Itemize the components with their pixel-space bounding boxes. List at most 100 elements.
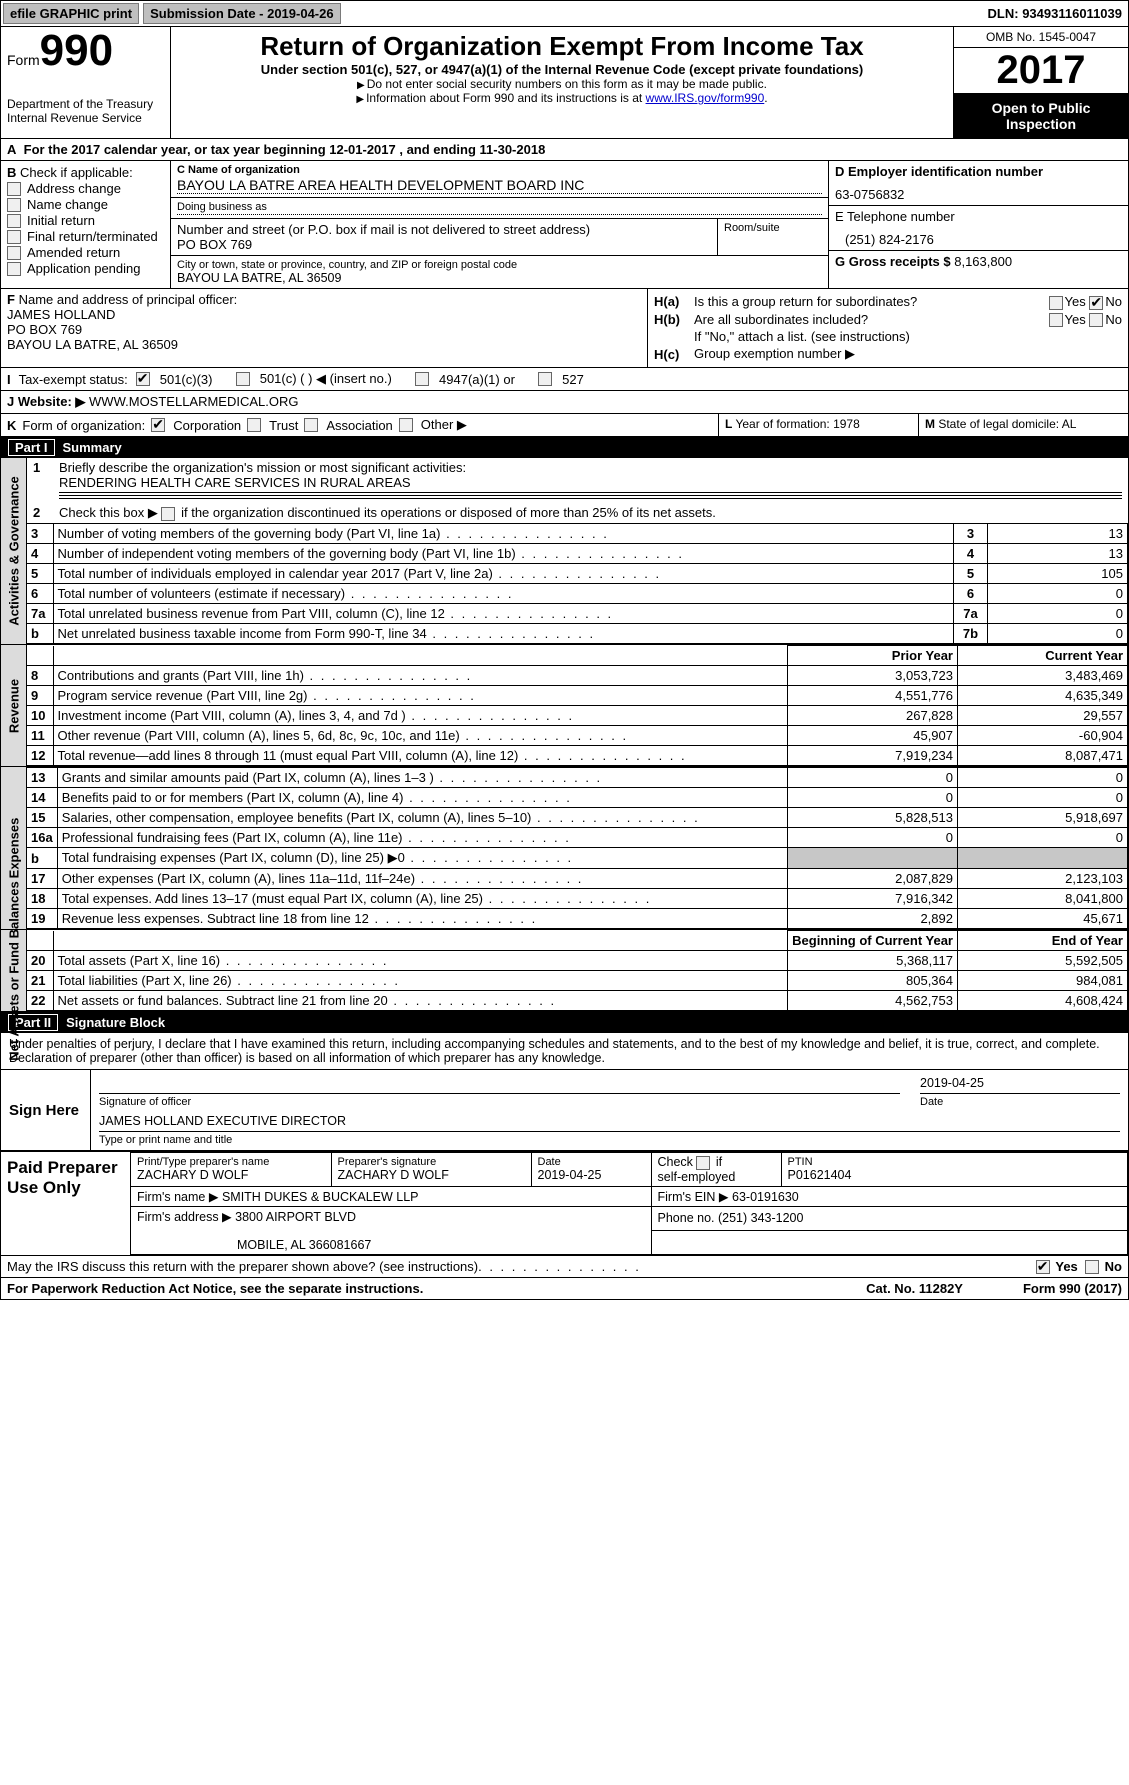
cb-label: Name change bbox=[27, 197, 108, 212]
prep-date-label: Date bbox=[538, 1156, 645, 1168]
checkbox-final-return-terminated[interactable] bbox=[7, 230, 21, 244]
city-value: BAYOU LA BATRE, AL 36509 bbox=[177, 271, 822, 285]
governance-table: 3Number of voting members of the governi… bbox=[27, 523, 1128, 644]
cb-label: Final return/terminated bbox=[27, 229, 158, 244]
q2-text: Check this box ▶ if the organization dis… bbox=[59, 505, 1122, 521]
hb-yes-checkbox[interactable] bbox=[1049, 313, 1063, 327]
self-employed-checkbox[interactable] bbox=[696, 1156, 710, 1170]
street-label: Number and street (or P.O. box if mail i… bbox=[177, 222, 711, 237]
corp-checkbox[interactable] bbox=[151, 418, 165, 432]
m-label: M bbox=[925, 417, 935, 431]
form-subtitle-2b: Information about Form 990 and its instr… bbox=[366, 91, 645, 105]
omb-number: OMB No. 1545-0047 bbox=[954, 27, 1128, 48]
trust-checkbox[interactable] bbox=[247, 418, 261, 432]
hb-no-checkbox[interactable] bbox=[1089, 313, 1103, 327]
block-fgh: F Name and address of principal officer:… bbox=[0, 289, 1129, 368]
no-label-2: No bbox=[1105, 312, 1122, 327]
ein-value: 63-0756832 bbox=[835, 187, 1122, 202]
street-value: PO BOX 769 bbox=[177, 237, 711, 252]
ha-no-checkbox[interactable] bbox=[1089, 296, 1103, 310]
phone-value: (251) 824-2176 bbox=[835, 232, 1122, 247]
self-employed-cell: Check ifself-employed bbox=[651, 1153, 781, 1187]
other-checkbox[interactable] bbox=[399, 418, 413, 432]
prep-sig: ZACHARY D WOLF bbox=[338, 1168, 449, 1182]
sig-intro: Under penalties of perjury, I declare th… bbox=[1, 1033, 1128, 1070]
section-h: H(a) Is this a group return for subordin… bbox=[648, 289, 1128, 367]
ptin-label: PTIN bbox=[788, 1156, 1122, 1168]
netassets-table: Beginning of Current YearEnd of Year20To… bbox=[27, 930, 1128, 1011]
preparer-block: Paid Preparer Use Only Print/Type prepar… bbox=[0, 1152, 1129, 1256]
opt-501c: 501(c) ( ) ◀ (insert no.) bbox=[260, 371, 392, 387]
firm-name-label: Firm's name ▶ bbox=[137, 1190, 218, 1204]
prep-sig-label: Preparer's signature bbox=[338, 1156, 525, 1168]
hc-label: H(c) bbox=[654, 347, 694, 362]
501c3-checkbox[interactable] bbox=[136, 372, 150, 386]
ein-label: D Employer identification number bbox=[835, 164, 1043, 179]
opt-corp: Corporation bbox=[173, 418, 241, 433]
side-revenue: Revenue bbox=[1, 645, 27, 766]
top-bar: efile GRAPHIC print Submission Date - 20… bbox=[0, 0, 1129, 27]
527-checkbox[interactable] bbox=[538, 372, 552, 386]
no-label: No bbox=[1105, 294, 1122, 309]
4947-checkbox[interactable] bbox=[415, 372, 429, 386]
city-label: City or town, state or province, country… bbox=[177, 259, 822, 271]
i-text: Tax-exempt status: bbox=[19, 372, 128, 387]
form-header: Form990 Department of the Treasury Inter… bbox=[0, 27, 1129, 139]
yes-label: Yes bbox=[1065, 294, 1086, 309]
yes-label-3: Yes bbox=[1055, 1259, 1077, 1274]
section-d: D Employer identification number 63-0756… bbox=[828, 161, 1128, 288]
section-governance: Activities & Governance 1 Briefly descri… bbox=[0, 458, 1129, 645]
row-a-label: A bbox=[7, 142, 16, 157]
gross-label: G Gross receipts $ bbox=[835, 254, 954, 269]
section-f: F Name and address of principal officer:… bbox=[1, 289, 648, 367]
hc-text: Group exemption number ▶ bbox=[694, 346, 1122, 362]
part-1-title: Summary bbox=[63, 440, 122, 455]
gross-value: 8,163,800 bbox=[954, 254, 1012, 269]
open-to-public: Open to PublicInspection bbox=[954, 94, 1128, 138]
opt-4947: 4947(a)(1) or bbox=[439, 372, 515, 387]
part-2-header: Part II Signature Block bbox=[0, 1012, 1129, 1033]
irs-link[interactable]: www.IRS.gov/form990 bbox=[646, 91, 765, 105]
paperwork-row: For Paperwork Reduction Act Notice, see … bbox=[0, 1278, 1129, 1300]
f-intro: Name and address of principal officer: bbox=[19, 292, 238, 307]
checkbox-address-change[interactable] bbox=[7, 182, 21, 196]
discuss-no-checkbox[interactable] bbox=[1085, 1260, 1099, 1274]
q2-checkbox[interactable] bbox=[161, 507, 175, 521]
opt-527: 527 bbox=[562, 372, 584, 387]
assoc-checkbox[interactable] bbox=[304, 418, 318, 432]
c-name-label: C Name of organization bbox=[177, 164, 300, 176]
hb-text: Are all subordinates included? bbox=[694, 312, 1049, 327]
firm-ein: 63-0191630 bbox=[732, 1190, 799, 1204]
l-text: Year of formation: 1978 bbox=[735, 417, 859, 431]
revenue-table: Prior YearCurrent Year8Contributions and… bbox=[27, 645, 1128, 766]
ptin-value: P01621404 bbox=[788, 1168, 852, 1182]
side-governance: Activities & Governance bbox=[1, 458, 27, 644]
part-2-title: Signature Block bbox=[66, 1015, 165, 1030]
sign-here-label: Sign Here bbox=[1, 1070, 91, 1150]
discuss-row: May the IRS discuss this return with the… bbox=[0, 1256, 1129, 1279]
ha-yes-checkbox[interactable] bbox=[1049, 296, 1063, 310]
sig-label: Signature of officer bbox=[99, 1096, 900, 1108]
501c-checkbox[interactable] bbox=[236, 372, 250, 386]
row-i: I Tax-exempt status: 501(c)(3) 501(c) ( … bbox=[0, 368, 1129, 391]
checkbox-application-pending[interactable] bbox=[7, 262, 21, 276]
checkbox-initial-return[interactable] bbox=[7, 214, 21, 228]
no-label-3: No bbox=[1105, 1259, 1122, 1274]
officer-signature[interactable] bbox=[99, 1076, 900, 1094]
prep-date: 2019-04-25 bbox=[538, 1168, 602, 1182]
checkbox-amended-return[interactable] bbox=[7, 246, 21, 260]
discuss-yes-checkbox[interactable] bbox=[1036, 1260, 1050, 1274]
header-right: OMB No. 1545-0047 2017 Open to PublicIns… bbox=[953, 27, 1128, 138]
row-j: J Website: ▶ WWW.MOSTELLARMEDICAL.ORG bbox=[0, 391, 1129, 414]
firm-phone: (251) 343-1200 bbox=[718, 1211, 803, 1225]
discuss-text: May the IRS discuss this return with the… bbox=[7, 1259, 478, 1274]
hb-label: H(b) bbox=[654, 312, 694, 327]
f-label: F bbox=[7, 292, 15, 307]
header-center: Return of Organization Exempt From Incom… bbox=[171, 27, 953, 138]
checkbox-name-change[interactable] bbox=[7, 198, 21, 212]
row-a-text: For the 2017 calendar year, or tax year … bbox=[24, 142, 546, 157]
section-expenses: Expenses 13Grants and similar amounts pa… bbox=[0, 767, 1129, 930]
form-title: Return of Organization Exempt From Incom… bbox=[177, 31, 947, 62]
dba-label: Doing business as bbox=[177, 201, 822, 213]
efile-button[interactable]: efile GRAPHIC print bbox=[3, 3, 139, 24]
